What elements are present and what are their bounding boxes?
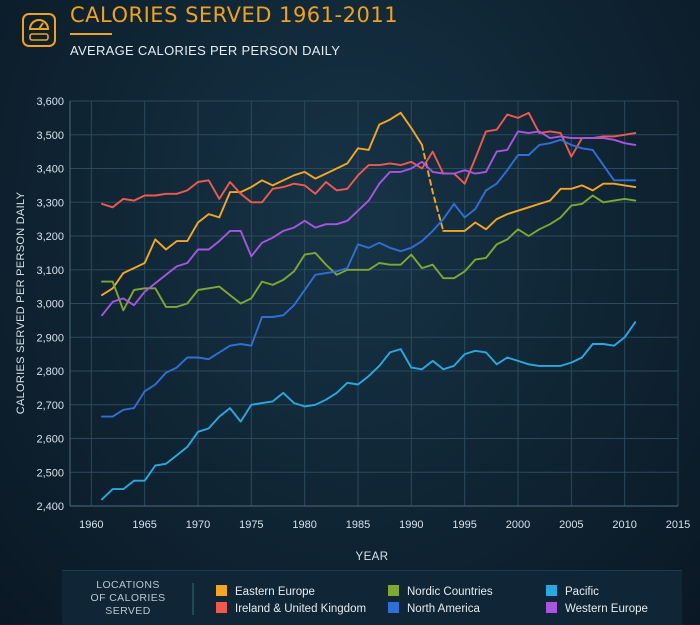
grid-lines: [69, 100, 679, 507]
line-chart: 2,400 2,500 2,600 2,700 2,800 2,900 3,000 3,100…: [15, 96, 690, 563]
legend-item-north-america[interactable]: North America: [388, 602, 480, 615]
legend-label: Ireland & United Kingdom: [235, 603, 367, 615]
legend-swatch: [216, 602, 227, 613]
x-tick-label: 1970: [186, 519, 210, 531]
legend-item-western-europe[interactable]: Western Europe: [546, 602, 648, 615]
x-axis-label: YEAR: [356, 551, 389, 563]
y-tick-label: 3,600: [36, 96, 64, 108]
legend-heading-line: LOCATIONS: [96, 579, 160, 591]
y-tick-label: 2,400: [36, 501, 64, 513]
title-underline: [70, 33, 112, 35]
x-axis-ticks: 1960 1965 1970 1975 1980 1985 1990 1995 2000 2005…: [79, 519, 690, 531]
series-line-western-europe: [101, 130, 637, 317]
legend-swatch: [216, 585, 227, 596]
legend-item-ireland-uk[interactable]: Ireland & United Kingdom: [216, 602, 366, 615]
y-tick-label: 3,400: [36, 164, 64, 176]
series-line-ireland-united-kingdom: [101, 111, 637, 209]
y-tick-label: 3,200: [36, 231, 64, 243]
legend-swatch: [546, 585, 557, 596]
legend-swatch: [388, 602, 399, 613]
legend-label: Pacific: [565, 586, 599, 598]
scale-icon: [22, 13, 56, 47]
x-tick-label: 1980: [292, 519, 316, 531]
header: CALORIES SERVED 1961-2011 AVERAGE CALORI…: [0, 0, 700, 70]
legend-label: Eastern Europe: [235, 586, 315, 598]
chart-title: CALORIES SERVED 1961-2011: [70, 3, 399, 27]
series-line-eastern-europe-transition: [421, 143, 445, 232]
y-axis-label: CALORIES SERVED PER PERSON DAILY: [15, 191, 27, 414]
legend-item-nordic-countries[interactable]: Nordic Countries: [388, 585, 493, 598]
y-tick-label: 2,500: [36, 467, 64, 479]
legend-item-pacific[interactable]: Pacific: [546, 585, 599, 598]
y-tick-label: 2,600: [36, 434, 64, 446]
legend-label: Western Europe: [565, 603, 648, 615]
x-tick-label: 1985: [346, 519, 370, 531]
x-tick-label: 1960: [79, 519, 103, 531]
legend-swatch: [546, 602, 557, 613]
x-tick-label: 1995: [452, 519, 476, 531]
legend-divider: [192, 583, 194, 615]
x-tick-label: 1990: [399, 519, 423, 531]
y-tick-label: 3,300: [36, 197, 64, 209]
legend-swatch: [388, 585, 399, 596]
y-tick-label: 3,500: [36, 130, 64, 142]
legend-item-eastern-europe[interactable]: Eastern Europe: [216, 585, 315, 598]
series-line-pacific: [101, 321, 637, 501]
x-tick-label: 1965: [132, 519, 156, 531]
legend-heading-line: OF CALORIES: [90, 592, 166, 604]
series-lines: [101, 111, 637, 501]
series-line-north-america: [101, 138, 637, 418]
legend-label: North America: [407, 603, 480, 615]
y-tick-label: 3,000: [36, 299, 64, 311]
y-tick-label: 3,100: [36, 265, 64, 277]
series-line-eastern-europe: [101, 111, 423, 297]
y-axis-ticks: 2,400 2,500 2,600 2,700 2,800 2,900 3,000 3,100…: [36, 96, 64, 513]
x-tick-label: 2015: [666, 519, 690, 531]
legend-heading: LOCATIONS OF CALORIES SERVED: [82, 579, 174, 618]
series-line-eastern-europe-post-1993: [442, 182, 637, 232]
legend: LOCATIONS OF CALORIES SERVED Eastern Eur…: [62, 570, 682, 625]
series-line-nordic-countries: [101, 194, 637, 312]
chart-subtitle: AVERAGE CALORIES PER PERSON DAILY: [70, 43, 341, 58]
x-tick-label: 2005: [559, 519, 583, 531]
y-tick-label: 2,700: [36, 400, 64, 412]
x-tick-label: 2010: [612, 519, 636, 531]
x-tick-label: 1975: [239, 519, 263, 531]
y-tick-label: 2,800: [36, 366, 64, 378]
x-tick-label: 2000: [506, 519, 530, 531]
y-tick-label: 2,900: [36, 332, 64, 344]
legend-heading-line: SERVED: [105, 605, 151, 617]
legend-label: Nordic Countries: [407, 586, 493, 598]
